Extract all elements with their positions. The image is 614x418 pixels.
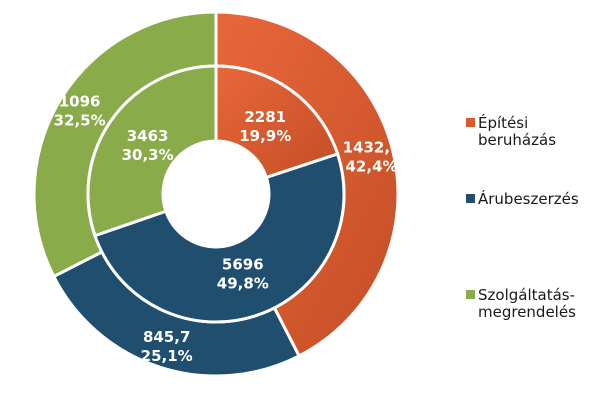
donut-segment: [93, 152, 346, 324]
value-label: 3463: [127, 127, 169, 145]
value-label: 2281: [244, 108, 286, 126]
value-label: 1096: [59, 92, 101, 110]
value-label: 845,7: [143, 328, 190, 346]
percent-label: 49,8%: [217, 275, 269, 293]
legend-label: Szolgáltatás-: [478, 286, 575, 304]
legend-label: beruházás: [478, 131, 556, 149]
donut-segment: [86, 64, 218, 238]
percent-label: 30,3%: [122, 146, 174, 164]
value-label: 1432,6: [343, 138, 401, 156]
percent-label: 42,4%: [346, 157, 398, 175]
percent-label: 32,5%: [54, 111, 106, 129]
value-label: 5696: [222, 256, 264, 274]
legend-label: megrendelés: [478, 303, 576, 321]
legend-marker: [466, 290, 475, 299]
legend-label: Árubeszerzés: [478, 189, 579, 208]
legend-marker: [466, 194, 475, 203]
percent-label: 25,1%: [141, 347, 193, 365]
legend-label: Építési: [478, 113, 528, 132]
percent-label: 19,9%: [239, 127, 291, 145]
legend-marker: [466, 118, 475, 127]
donut-segment: [214, 64, 340, 180]
